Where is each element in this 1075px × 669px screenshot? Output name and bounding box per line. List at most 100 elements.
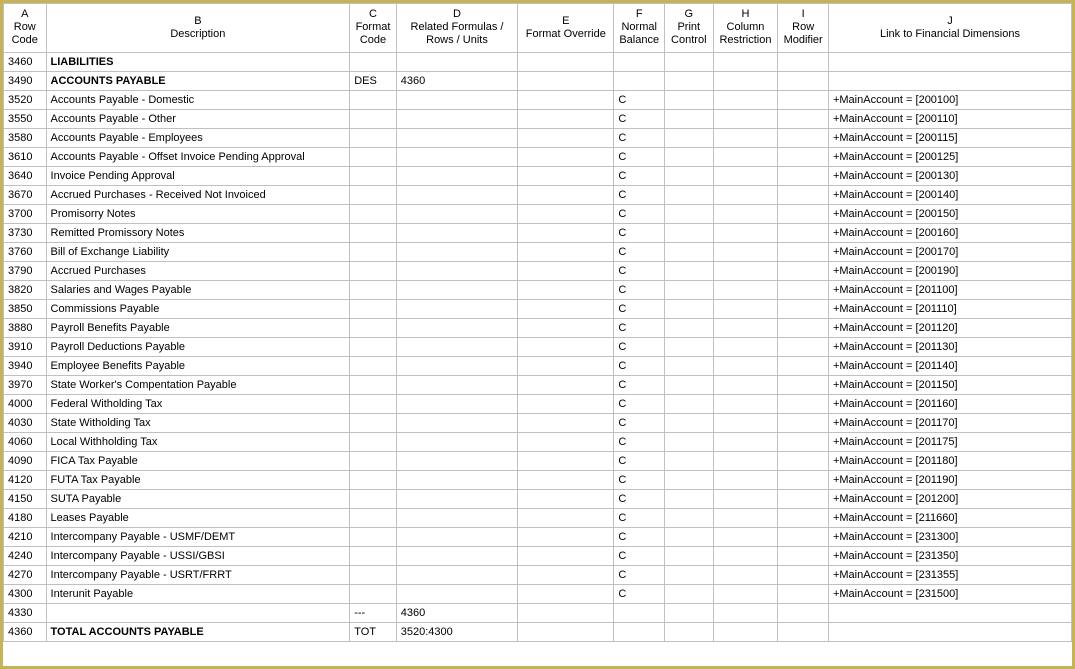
cell-i[interactable] (778, 565, 829, 584)
cell-g[interactable] (665, 299, 714, 318)
cell-c[interactable] (350, 337, 397, 356)
cell-h[interactable] (713, 451, 778, 470)
cell-h[interactable] (713, 147, 778, 166)
cell-c[interactable] (350, 508, 397, 527)
cell-g[interactable] (665, 242, 714, 261)
cell-a[interactable]: 3850 (4, 299, 47, 318)
column-header-c[interactable]: CFormat Code (350, 4, 397, 53)
cell-b[interactable]: Remitted Promissory Notes (46, 223, 350, 242)
cell-h[interactable] (713, 546, 778, 565)
cell-f[interactable]: C (614, 261, 665, 280)
cell-a[interactable]: 4090 (4, 451, 47, 470)
table-row[interactable]: 4150SUTA PayableC+MainAccount = [201200] (4, 489, 1072, 508)
cell-i[interactable] (778, 394, 829, 413)
cell-b[interactable]: Payroll Benefits Payable (46, 318, 350, 337)
cell-a[interactable]: 4000 (4, 394, 47, 413)
cell-j[interactable] (828, 52, 1071, 71)
cell-h[interactable] (713, 52, 778, 71)
cell-d[interactable] (396, 565, 517, 584)
table-row[interactable]: 3760Bill of Exchange LiabilityC+MainAcco… (4, 242, 1072, 261)
cell-h[interactable] (713, 242, 778, 261)
table-row[interactable]: 4300Interunit PayableC+MainAccount = [23… (4, 584, 1072, 603)
cell-f[interactable]: C (614, 280, 665, 299)
cell-c[interactable] (350, 109, 397, 128)
cell-d[interactable] (396, 261, 517, 280)
cell-g[interactable] (665, 451, 714, 470)
cell-d[interactable] (396, 204, 517, 223)
cell-f[interactable] (614, 52, 665, 71)
cell-f[interactable]: C (614, 204, 665, 223)
cell-d[interactable] (396, 394, 517, 413)
cell-b[interactable]: FUTA Tax Payable (46, 470, 350, 489)
cell-j[interactable]: +MainAccount = [231350] (828, 546, 1071, 565)
cell-f[interactable]: C (614, 394, 665, 413)
cell-h[interactable] (713, 128, 778, 147)
cell-g[interactable] (665, 185, 714, 204)
table-row[interactable]: 4210Intercompany Payable - USMF/DEMTC+Ma… (4, 527, 1072, 546)
cell-b[interactable]: Accounts Payable - Domestic (46, 90, 350, 109)
cell-g[interactable] (665, 128, 714, 147)
cell-b[interactable]: FICA Tax Payable (46, 451, 350, 470)
cell-h[interactable] (713, 603, 778, 622)
cell-d[interactable] (396, 109, 517, 128)
cell-c[interactable] (350, 584, 397, 603)
cell-d[interactable] (396, 413, 517, 432)
table-row[interactable]: 3580Accounts Payable - EmployeesC+MainAc… (4, 128, 1072, 147)
cell-e[interactable] (518, 52, 614, 71)
cell-c[interactable]: --- (350, 603, 397, 622)
cell-c[interactable] (350, 546, 397, 565)
cell-b[interactable]: Accrued Purchases (46, 261, 350, 280)
cell-c[interactable] (350, 261, 397, 280)
cell-b[interactable] (46, 603, 350, 622)
cell-d[interactable] (396, 52, 517, 71)
table-row[interactable]: 4000Federal Witholding TaxC+MainAccount … (4, 394, 1072, 413)
cell-b[interactable]: TOTAL ACCOUNTS PAYABLE (46, 622, 350, 641)
cell-d[interactable]: 3520:4300 (396, 622, 517, 641)
cell-e[interactable] (518, 166, 614, 185)
cell-e[interactable] (518, 622, 614, 641)
cell-b[interactable]: ACCOUNTS PAYABLE (46, 71, 350, 90)
cell-h[interactable] (713, 337, 778, 356)
cell-g[interactable] (665, 546, 714, 565)
table-row[interactable]: 4060Local Withholding TaxC+MainAccount =… (4, 432, 1072, 451)
cell-g[interactable] (665, 337, 714, 356)
cell-e[interactable] (518, 185, 614, 204)
cell-b[interactable]: Bill of Exchange Liability (46, 242, 350, 261)
cell-e[interactable] (518, 90, 614, 109)
column-header-d[interactable]: DRelated Formulas / Rows / Units (396, 4, 517, 53)
cell-e[interactable] (518, 394, 614, 413)
cell-b[interactable]: Intercompany Payable - USRT/FRRT (46, 565, 350, 584)
cell-j[interactable]: +MainAccount = [201150] (828, 375, 1071, 394)
cell-i[interactable] (778, 337, 829, 356)
cell-e[interactable] (518, 299, 614, 318)
cell-e[interactable] (518, 565, 614, 584)
table-row[interactable]: 3700Promisorry NotesC+MainAccount = [200… (4, 204, 1072, 223)
cell-i[interactable] (778, 375, 829, 394)
cell-j[interactable]: +MainAccount = [231300] (828, 527, 1071, 546)
cell-e[interactable] (518, 128, 614, 147)
cell-i[interactable] (778, 318, 829, 337)
cell-b[interactable]: Accrued Purchases - Received Not Invoice… (46, 185, 350, 204)
cell-j[interactable] (828, 603, 1071, 622)
cell-i[interactable] (778, 90, 829, 109)
cell-i[interactable] (778, 147, 829, 166)
cell-a[interactable]: 3520 (4, 90, 47, 109)
cell-f[interactable] (614, 71, 665, 90)
cell-g[interactable] (665, 166, 714, 185)
table-row[interactable]: 3460LIABILITIES (4, 52, 1072, 71)
cell-a[interactable]: 3970 (4, 375, 47, 394)
cell-c[interactable] (350, 432, 397, 451)
cell-e[interactable] (518, 280, 614, 299)
table-row[interactable]: 3850Commissions PayableC+MainAccount = [… (4, 299, 1072, 318)
cell-g[interactable] (665, 603, 714, 622)
cell-h[interactable] (713, 508, 778, 527)
cell-i[interactable] (778, 527, 829, 546)
cell-c[interactable] (350, 470, 397, 489)
cell-c[interactable] (350, 375, 397, 394)
cell-i[interactable] (778, 223, 829, 242)
cell-a[interactable]: 3940 (4, 356, 47, 375)
cell-c[interactable] (350, 565, 397, 584)
cell-g[interactable] (665, 622, 714, 641)
table-row[interactable]: 3790Accrued PurchasesC+MainAccount = [20… (4, 261, 1072, 280)
cell-d[interactable] (396, 299, 517, 318)
